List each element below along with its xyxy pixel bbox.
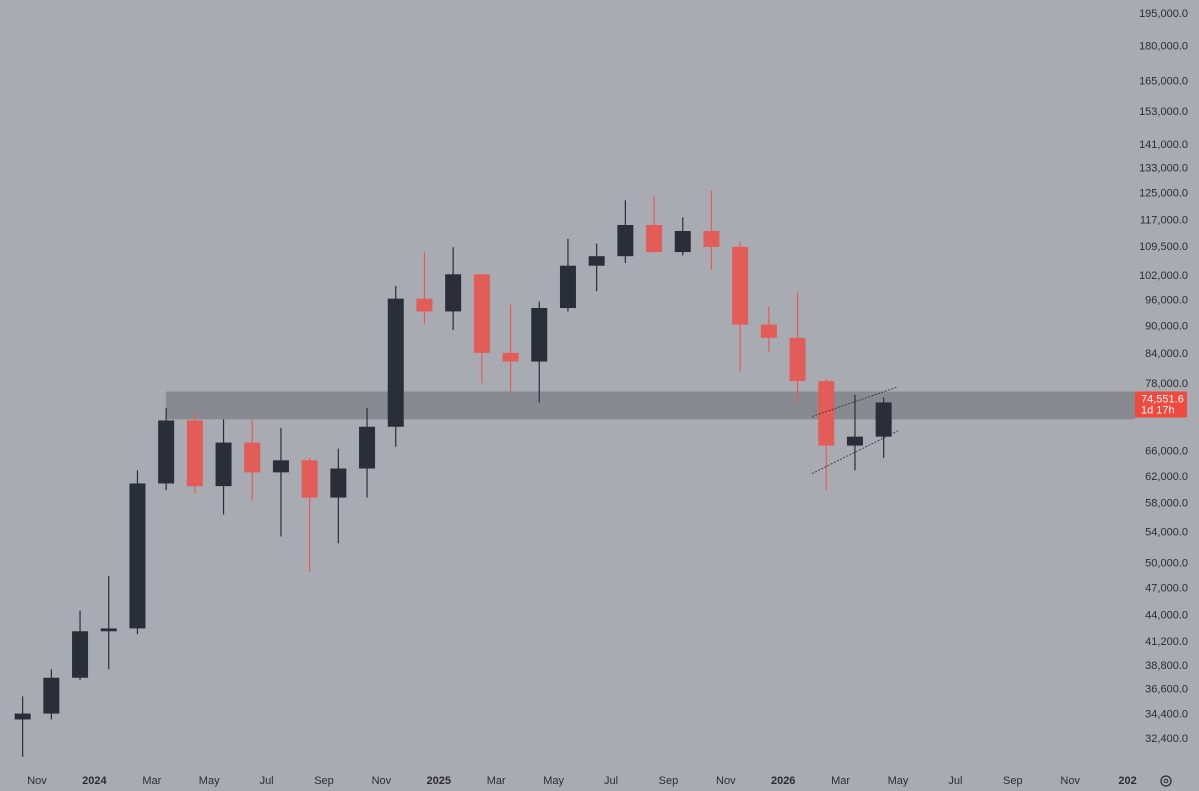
x-tick-label: May xyxy=(543,775,564,787)
price-tag-label: 74,551.6 xyxy=(1141,393,1184,405)
y-tick-label: 102,000.0 xyxy=(1139,270,1188,282)
x-tick-label: Nov xyxy=(1060,775,1080,787)
x-tick-label: Jul xyxy=(948,775,962,787)
candle-body xyxy=(559,265,576,309)
y-tick-label: 32,400.0 xyxy=(1145,733,1188,745)
x-tick-label: 2025 xyxy=(427,775,451,787)
candle-body xyxy=(129,483,146,629)
channel-line xyxy=(811,386,899,417)
y-tick-label: 180,000.0 xyxy=(1139,40,1188,52)
candle-body xyxy=(387,298,404,427)
x-tick-label: 202 xyxy=(1118,775,1136,787)
y-tick-label: 78,000.0 xyxy=(1145,378,1188,390)
x-tick-label: 2024 xyxy=(82,775,107,787)
candle-body xyxy=(43,677,60,714)
candle-body xyxy=(473,274,490,353)
x-tick-label: Nov xyxy=(372,775,392,787)
candle-body xyxy=(875,402,892,437)
x-tick-label: Mar xyxy=(487,775,506,787)
x-tick-label: Mar xyxy=(142,775,161,787)
candle-body xyxy=(158,420,175,484)
candle-body xyxy=(244,442,261,473)
price-tag xyxy=(1135,391,1187,418)
candle-body xyxy=(760,324,777,338)
y-tick-label: 38,800.0 xyxy=(1145,660,1188,672)
y-tick-label: 117,000.0 xyxy=(1140,214,1188,226)
candle-body xyxy=(186,420,203,487)
candle-body xyxy=(502,352,519,362)
x-tick-label: Mar xyxy=(831,775,850,787)
candle-body xyxy=(703,230,720,247)
candle-body xyxy=(215,442,232,487)
y-tick-label: 44,000.0 xyxy=(1145,609,1188,621)
y-tick-label: 66,000.0 xyxy=(1145,446,1188,458)
y-tick-label: 141,000.0 xyxy=(1139,139,1188,151)
y-tick-label: 153,000.0 xyxy=(1139,106,1188,118)
zone xyxy=(165,391,1136,420)
candle-body xyxy=(646,225,663,253)
x-tick-label: 2026 xyxy=(771,775,795,787)
x-tick-label: Sep xyxy=(659,775,679,787)
candle-body xyxy=(531,308,548,362)
y-tick-label: 36,600.0 xyxy=(1145,684,1188,696)
candle-body xyxy=(789,337,806,382)
y-tick-label: 96,000.0 xyxy=(1145,294,1188,306)
y-tick-label: 62,000.0 xyxy=(1145,471,1188,483)
y-tick-label: 84,000.0 xyxy=(1145,348,1188,360)
y-tick-label: 133,000.0 xyxy=(1139,163,1188,175)
x-tick-label: Sep xyxy=(1003,775,1023,787)
x-tick-label: Nov xyxy=(716,775,736,787)
plot xyxy=(14,190,1136,757)
y-tick-label: 125,000.0 xyxy=(1139,188,1188,200)
x-tick-label: Jul xyxy=(604,775,618,787)
y-tick-label: 50,000.0 xyxy=(1145,558,1188,570)
y-tick-label: 54,000.0 xyxy=(1145,527,1188,539)
candle-body xyxy=(14,713,31,720)
candle-body xyxy=(617,225,634,257)
candle-body xyxy=(818,381,835,446)
y-tick-label: 90,000.0 xyxy=(1145,320,1188,332)
candle-body xyxy=(445,274,462,312)
y-tick-label: 34,400.0 xyxy=(1145,709,1188,721)
y-tick-label: 47,000.0 xyxy=(1145,583,1188,595)
candle-body xyxy=(416,298,433,312)
y-tick-label: 109,500.0 xyxy=(1139,241,1188,253)
candle-body xyxy=(272,460,289,473)
countdown: 1d 17h xyxy=(1141,404,1175,416)
y-tick-label: 195,000.0 xyxy=(1139,8,1188,20)
candle-body xyxy=(674,230,691,253)
y-tick-label: 41,200.0 xyxy=(1145,636,1188,648)
candle-body xyxy=(301,460,318,498)
candle-body xyxy=(846,436,863,446)
x-tick-label: Nov xyxy=(27,775,47,787)
candle-body xyxy=(732,246,749,325)
candle-body xyxy=(330,468,347,498)
candle-body xyxy=(359,426,376,469)
x-tick-label: May xyxy=(888,775,909,787)
candle-body xyxy=(100,628,117,632)
candle-body xyxy=(588,256,605,266)
y-tick-label: 58,000.0 xyxy=(1145,498,1188,510)
candle-body xyxy=(72,631,89,678)
y-tick-label: 165,000.0 xyxy=(1139,76,1188,88)
x-tick-label: May xyxy=(199,775,220,787)
settings-icon[interactable] xyxy=(1160,775,1172,787)
x-tick-label: Jul xyxy=(260,775,274,787)
x-tick-label: Sep xyxy=(314,775,334,787)
